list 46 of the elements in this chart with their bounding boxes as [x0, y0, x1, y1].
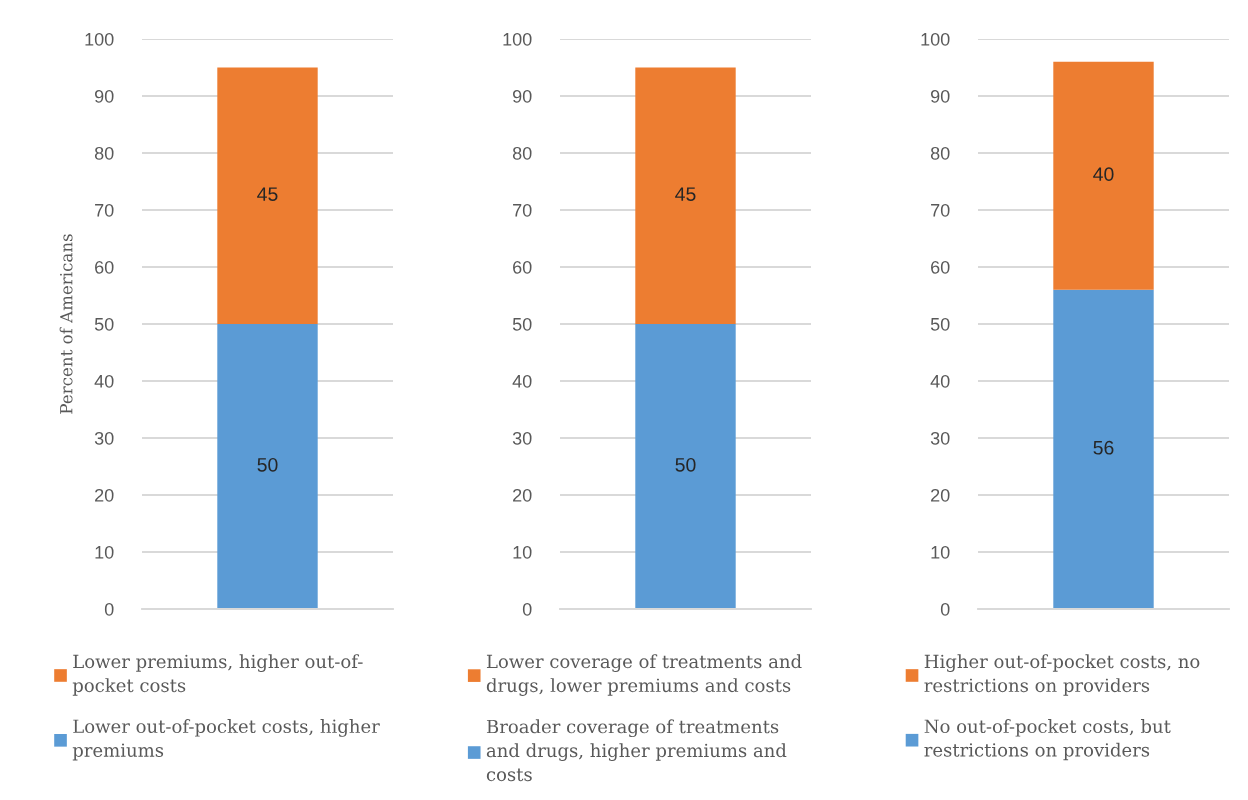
y-tick-label: 90 [512, 89, 532, 103]
data-label: 50 [257, 457, 278, 472]
legend-label: Lower out-of-pocket costs, higher premiums [72, 719, 380, 761]
y-tick-label: 0 [522, 602, 532, 616]
y-tick-label: 60 [931, 260, 950, 274]
legend-label: No out-of-pocket costs, but restrictions on providers [924, 719, 1171, 761]
y-tick-label: 70 [95, 203, 114, 217]
y-tick-label: 20 [931, 488, 950, 502]
y-tick-label: 50 [930, 317, 950, 331]
y-tick-label: 60 [513, 260, 532, 274]
y-tick-label: 70 [513, 203, 532, 217]
y-tick-label: 0 [940, 602, 950, 616]
y-tick-label: 40 [512, 374, 532, 388]
y-tick-label: 20 [513, 488, 532, 502]
legend-label: Broader coverage of treatments and drugs, higher premiums and costs [486, 719, 787, 782]
y-tick-label: 100 [503, 32, 532, 46]
legend-label: Lower premiums, higher out-of-pocket costs [72, 654, 363, 696]
y-tick-label: 30 [94, 431, 114, 445]
y-tick-label: 40 [930, 374, 950, 388]
y-tick-label: 30 [512, 431, 532, 445]
legend-label: Lower coverage of treatments and drugs, lower premiums and costs [486, 654, 802, 696]
data-label: 45 [675, 187, 696, 201]
y-tick-label: 50 [512, 317, 532, 331]
y-tick-label: 40 [94, 374, 114, 388]
y-tick-label: 0 [104, 602, 114, 616]
data-label: 45 [257, 187, 278, 201]
y-tick-label: 60 [95, 260, 114, 274]
y-tick-label: 80 [94, 146, 114, 160]
y-tick-label: 90 [930, 89, 950, 103]
y-tick-label: 50 [94, 317, 114, 331]
y-tick-label: 20 [95, 488, 114, 502]
y-tick-label: 10 [513, 545, 532, 559]
data-label: 50 [675, 457, 696, 472]
y-tick-label: 70 [931, 203, 950, 217]
y-tick-label: 10 [95, 545, 114, 559]
y-tick-label: 90 [94, 89, 114, 103]
y-tick-label: 80 [930, 146, 950, 160]
y-axis-title: Percent of Americans [59, 234, 73, 414]
y-tick-label: 80 [512, 146, 532, 160]
y-tick-label: 10 [931, 545, 950, 559]
y-tick-label: 100 [85, 32, 114, 46]
y-tick-label: 100 [921, 32, 950, 46]
legend-label: Higher out-of-pocket costs, no restrictions on providers [924, 654, 1200, 696]
y-tick-label: 30 [930, 431, 950, 445]
data-label: 40 [1093, 167, 1114, 182]
data-label: 56 [1093, 440, 1114, 455]
